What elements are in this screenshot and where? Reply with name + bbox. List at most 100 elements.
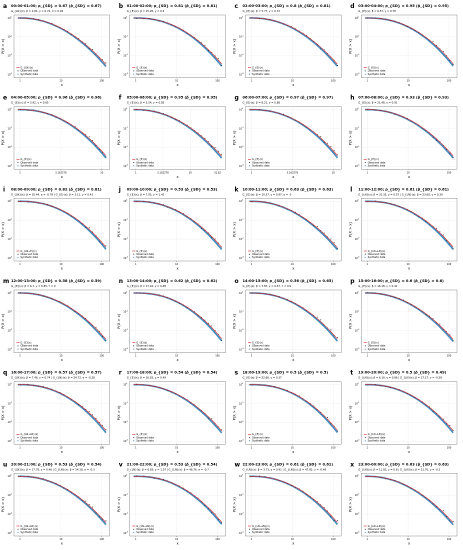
panel-title: 11:00-12:00; ρ_{SD} = 0.61 (ρ̂_{SD} = 0.… [358,187,449,191]
panel-params: G_{E}(x): β = 16.18, γ = 0.41 [358,284,398,288]
y-axis-label: P(X > x) [348,497,352,512]
y-axis-label: P(X > x) [1,130,5,145]
y-tick-exp: -1 [126,35,128,37]
legend-observed-label: Observed data [368,70,386,73]
x-tick-label: 10 [59,80,63,83]
x-tick-label: 1 [366,171,368,174]
y-tick-exp: 0 [358,108,359,110]
y-tick-exp: -3 [242,256,244,258]
y-tick-exp: -2 [358,421,360,423]
x-tick-label: 1 [366,355,368,358]
legend-synthetic-swatch [133,256,135,258]
plot-area [361,381,458,445]
model-fit-line [249,292,338,340]
x-tick-label: 100 [331,446,336,449]
observed-point [316,316,318,318]
y-tick-label: 10 [123,440,127,443]
legend-observed-swatch [249,253,250,255]
panel-params: G_{E}(x): β = 7.87, γ = 0.57, τ = 0.9 [243,284,292,288]
y-tick-label: 10 [355,73,359,76]
observed-point [102,59,104,61]
plot-area [13,289,110,353]
y-tick-exp: 0 [10,383,11,385]
model-fit-line [17,292,107,340]
y-tick-label: 10 [355,494,359,497]
x-tick-label: 10 [407,171,411,174]
y-tick-label: 10 [123,494,127,497]
panel-params: G_{E}(x): β = 22.66, γ = 0.37 [243,376,283,380]
x-tick-label: 1 [19,538,21,541]
y-tick-label: 10 [8,73,12,76]
x-tick-label: 10 [59,538,63,541]
panel-i: i 08:00-09:00; ρ_{SD} = 0.82 (ρ̂_{SD} = 0… [1,186,110,271]
x-tick-label: 1 [135,355,137,358]
panel-title: 06:00-07:00; ρ_{SD} = 0.97 (ρ̂_{SD} = 0.… [243,96,334,100]
panel-params: G_{E}(x): β = 7.05, γ = 1.42 [127,192,165,196]
panel-letter: n [119,278,123,285]
y-tick-exp: 0 [126,475,127,477]
legend-synthetic-swatch [249,73,250,75]
y-axis-label: P(X > x) [117,222,121,237]
panel-l: l 11:00-12:00; ρ_{SD} = 0.61 (ρ̂_{SD} = 0… [348,186,458,271]
y-tick-exp: -3 [358,165,360,167]
x-tick-label: 1 [135,538,137,541]
legend-synthetic-swatch [364,531,366,533]
observed-point [449,520,451,522]
observed-point [336,248,338,249]
panel-m: m 12:00-13:00; ρ_{SD} = 0.58 (ρ̂_{SD} = 0… [1,278,110,362]
y-tick-exp: -3 [358,348,360,350]
x-tick-label: 10 [291,80,295,83]
y-tick-label: 10 [355,257,359,260]
legend-observed-swatch [364,253,366,255]
x-axis-label: x [408,358,411,362]
y-tick-exp: -2 [10,513,12,515]
y-tick-exp: -2 [126,54,128,56]
y-tick-label: 10 [239,238,243,241]
panel-letter: w [235,461,241,468]
observed-point [102,336,104,338]
y-tick-exp: 0 [10,108,11,110]
observed-point [336,430,338,432]
panel-letter: p [350,278,355,285]
panel-params: G_{LN}(x): β = 3.73, γ = 0.91 | G_{LN}(x… [243,467,327,471]
y-tick-exp: 0 [126,200,127,202]
legend-observed-label: Observed data [252,528,270,531]
legend-observed-swatch [364,528,366,530]
y-tick-exp: 0 [242,16,243,18]
y-tick-label: 10 [239,108,243,111]
y-tick-label: 10 [123,165,127,168]
legend-observed-label: Observed data [21,70,39,73]
x-axis-label: x [292,83,295,87]
y-tick-label: 10 [239,421,243,424]
y-tick-label: 10 [239,348,243,351]
y-tick-label: 10 [239,532,243,535]
model-fit-line [365,292,454,340]
legend-observed-label: Observed data [252,345,270,348]
observed-point [452,64,454,66]
y-tick-exp: 0 [358,291,359,293]
y-tick-exp: -3 [242,531,244,533]
y-tick-label: 10 [8,383,12,386]
y-tick-label: 10 [123,127,127,130]
x-tick-label: 100 [99,80,104,83]
y-tick-exp: 0 [358,200,359,202]
legend-observed-swatch [17,437,19,439]
observed-point [221,65,223,66]
x-axis-label: x [61,542,64,546]
y-axis-label: P(X > x) [348,38,352,53]
legend-observed-label: Observed data [368,436,386,439]
y-tick-exp: -3 [10,73,12,75]
panel-title: 20:00-21:00; ρ_{SD} = 0.53 (ρ̂_{SD} = 0.… [11,462,102,466]
panel-letter: i [3,186,5,193]
x-tick-label: 10 [100,171,104,174]
y-tick-exp: -1 [358,310,360,312]
y-tick-exp: -3 [126,165,128,167]
x-axis-label: x [61,358,64,362]
plot-area [129,473,226,537]
legend-synthetic-swatch [133,73,135,75]
legend-synthetic-label: Synthetic data [136,348,154,351]
legend-observed-label: Observed data [252,436,270,439]
